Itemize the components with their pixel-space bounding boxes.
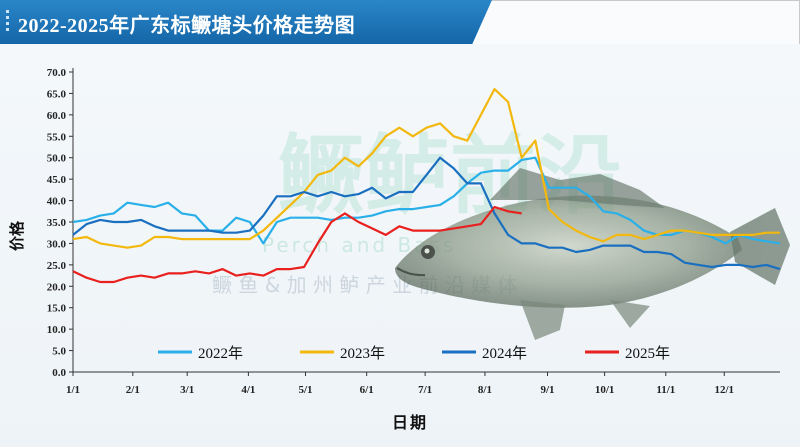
legend: 2022年 2023年 2024年 2025年 (158, 345, 670, 362)
y-tick-label: 70.0 (47, 67, 67, 79)
legend-label: 2022年 (198, 345, 243, 362)
legend-label: 2023年 (340, 345, 385, 362)
y-tick-label: 60.0 (47, 110, 67, 122)
y-axis-label: 价格 (8, 220, 26, 251)
x-axis-label: 日期 (392, 413, 428, 432)
y-tick-label: 25.0 (47, 260, 67, 272)
x-tick-label: 9/1 (540, 384, 554, 396)
y-tick-label: 5.0 (52, 346, 66, 358)
series-line-2025年 (72, 205, 522, 284)
drag-handle-icon (6, 10, 10, 34)
x-tick-label: 6/1 (360, 384, 374, 396)
y-tick-label: 20.0 (47, 281, 67, 293)
chart-title: 2022-2025年广东标鳜塘头价格走势图 (18, 15, 356, 37)
y-tick-label: 55.0 (47, 131, 67, 143)
x-tick-label: 4/1 (241, 384, 255, 396)
y-tick-label: 45.0 (47, 174, 67, 186)
legend-label: 2025年 (625, 345, 670, 362)
y-tick-label: 65.0 (47, 88, 67, 100)
y-tick-label: 35.0 (47, 217, 67, 229)
x-tick-label: 7/1 (418, 384, 432, 396)
y-tick-label: 50.0 (47, 153, 67, 165)
x-tick-label: 2/1 (126, 384, 140, 396)
x-tick-label: 11/1 (656, 384, 675, 396)
x-tick-label: 12/1 (714, 384, 734, 396)
x-tick-label: 8/1 (478, 384, 492, 396)
series-line-2022年 (72, 156, 781, 245)
x-tick-label: 5/1 (298, 384, 312, 396)
series-lines (72, 88, 781, 284)
axes: 0.0 5.0 10.0 15.0 20.0 25.0 30.0 35.0 40.0 45.0 50… (47, 67, 780, 396)
y-tick-label: 40.0 (47, 196, 67, 208)
x-tick-label: 1/1 (66, 384, 80, 396)
y-tick-label: 0.0 (52, 367, 66, 379)
title-bar: 2022-2025年广东标鳜塘头价格走势图 (0, 0, 492, 44)
legend-label: 2024年 (482, 345, 527, 362)
x-tick-label: 10/1 (595, 384, 615, 396)
y-tick-label: 30.0 (47, 238, 67, 250)
series-line-2024年 (72, 156, 781, 271)
series-line-2023年 (72, 88, 780, 249)
y-tick-label: 15.0 (47, 303, 67, 315)
y-tick-label: 10.0 (47, 324, 67, 336)
x-tick-label: 3/1 (180, 384, 194, 396)
